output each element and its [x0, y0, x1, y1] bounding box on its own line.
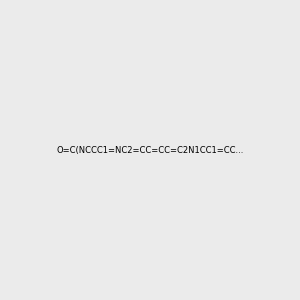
Text: O=C(NCCC1=NC2=CC=CC=C2N1CC1=CC...: O=C(NCCC1=NC2=CC=CC=C2N1CC1=CC...	[56, 146, 244, 154]
